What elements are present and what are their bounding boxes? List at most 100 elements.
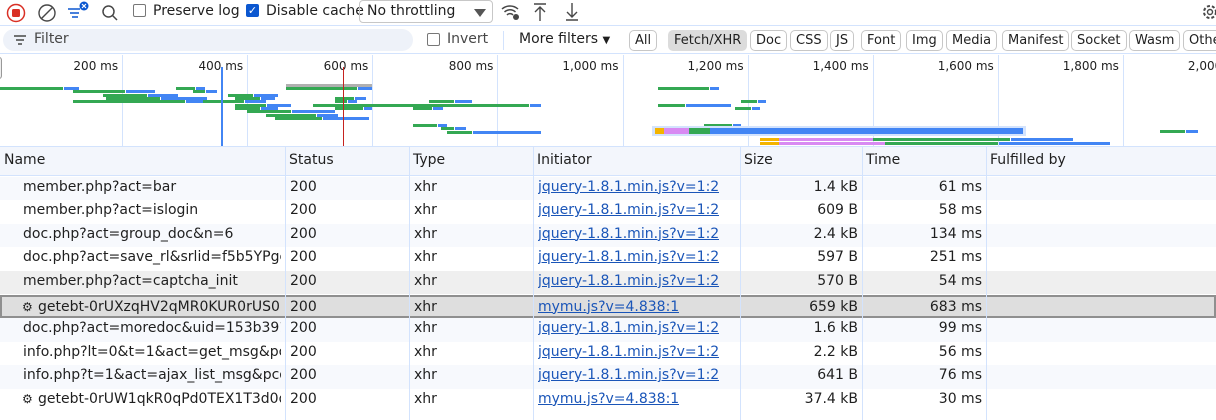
filter-clear-icon[interactable] [66, 1, 90, 23]
request-bar-waiting [73, 90, 126, 94]
request-row[interactable]: member.php?act=islogin 200 xhr jquery-1.8.1… [0, 200, 1216, 224]
request-time: 251 ms [929, 249, 982, 266]
column-divider[interactable] [409, 146, 410, 420]
domcontentloaded-marker [220, 67, 223, 146]
request-bar-waiting [192, 90, 206, 94]
request-time: 99 ms [938, 320, 982, 337]
request-bar-waiting [73, 100, 185, 104]
grid-line [1122, 55, 1124, 146]
invert-label: Invert [447, 31, 489, 47]
filter-chip-fetchxhr[interactable]: Fetch/XHR [668, 30, 748, 51]
import-har-icon[interactable] [530, 1, 550, 23]
preserve-log-checkbox[interactable] [133, 4, 146, 17]
column-divider[interactable] [740, 146, 741, 420]
initiator-link[interactable]: mymu.js?v=4.838:1 [538, 390, 680, 407]
invert-checkbox[interactable] [427, 33, 440, 46]
initiator-link[interactable]: jquery-1.8.1.min.js?v=1:2 [538, 320, 720, 337]
disable-cache-checkbox[interactable]: ✓ [246, 4, 259, 17]
column-header-status[interactable]: Status [289, 152, 334, 168]
request-bar-download [686, 103, 732, 107]
request-row[interactable]: ⚙ getebt-0rUXzqHV2qMR0KUR0rUS0... 200 xhr my… [0, 294, 1216, 319]
request-name: doc.php?act=save_rl&srlid=f5b5YPge... [23, 249, 281, 266]
initiator-link[interactable]: jquery-1.8.1.min.js?v=1:2 [538, 225, 720, 242]
filter-chip-all[interactable]: All [629, 30, 658, 51]
request-size: 1.6 kB [813, 320, 858, 337]
request-status: 200 [290, 367, 317, 384]
export-har-icon[interactable] [562, 1, 582, 23]
column-header-size[interactable]: Size [744, 152, 773, 168]
filter-chip-socket[interactable]: Socket [1071, 30, 1127, 51]
column-header-type[interactable]: Type [413, 152, 446, 168]
request-bar-download [751, 107, 761, 111]
selected-request-bar-phase [664, 128, 690, 134]
request-row[interactable]: info.php?t=1&act=ajax_list_msg&pco... 200… [0, 365, 1216, 389]
request-bar-download [348, 100, 357, 104]
filter-chip-css[interactable]: CSS [790, 30, 828, 51]
request-bar-download [432, 107, 443, 111]
request-row[interactable]: info.php?lt=0&t=1&act=get_msg&pc... 200 xh… [0, 342, 1216, 366]
request-row[interactable]: doc.php?act=save_rl&srlid=f5b5YPge... 200… [0, 247, 1216, 271]
request-row[interactable]: doc.php?act=group_doc&n=6 200 xhr jquery-1.… [0, 223, 1216, 248]
initiator-link[interactable]: jquery-1.8.1.min.js?v=1:2 [538, 343, 720, 360]
network-conditions-icon[interactable] [500, 1, 522, 23]
request-name: member.php?act=bar [23, 178, 177, 195]
time-tick-label: 1,200 ms [687, 59, 744, 73]
request-bar-waiting [234, 103, 266, 107]
filter-chip-js[interactable]: JS [830, 30, 855, 51]
request-bar-waiting [106, 97, 160, 101]
column-header-initiator[interactable]: Initiator [537, 152, 592, 168]
initiator-link[interactable]: jquery-1.8.1.min.js?v=1:2 [538, 367, 720, 384]
request-bar-download [454, 127, 467, 131]
initiator-link[interactable]: jquery-1.8.1.min.js?v=1:2 [538, 178, 720, 195]
filter-chip-wasm[interactable]: Wasm [1129, 30, 1181, 51]
filter-chip-img[interactable]: Img [906, 30, 943, 51]
request-row[interactable]: member.php?act=bar 200 xhr jquery-1.8.1.min… [0, 176, 1216, 201]
stop-recording-icon[interactable] [5, 2, 27, 24]
column-divider[interactable] [533, 146, 534, 420]
request-row[interactable]: ⚙ getebt-0rUW1qkR0qPd0TEX1T3d0q... 200 xhr m… [0, 389, 1216, 413]
request-row[interactable]: member.php?act=captcha_init 200 xhr jquery-… [0, 270, 1216, 295]
initiator-link[interactable]: jquery-1.8.1.min.js?v=1:2 [538, 272, 720, 289]
request-bar-waiting [203, 100, 245, 104]
request-status: 200 [290, 343, 317, 360]
timeline-overview[interactable]: 200 ms 400 ms 600 ms 800 ms 1,000 ms 1,200 ms… [0, 55, 1216, 146]
column-divider[interactable] [986, 146, 987, 420]
clear-icon[interactable] [36, 2, 58, 24]
settings-gear-icon[interactable] [1200, 1, 1216, 23]
column-divider[interactable] [862, 146, 863, 420]
request-bar-waiting [657, 87, 710, 90]
more-filters-button[interactable]: More filters ▼ [519, 31, 610, 47]
throttling-select[interactable]: No throttling [359, 0, 493, 23]
column-header-time[interactable]: Time [866, 152, 901, 168]
initiator-link[interactable]: mymu.js?v=4.838:1 [538, 298, 680, 315]
filter-chip-doc[interactable]: Doc [750, 30, 788, 51]
request-status: 200 [290, 298, 317, 315]
request-bar-download [266, 103, 291, 107]
column-header-fulfilled-by[interactable]: Fulfilled by [990, 152, 1066, 168]
search-icon[interactable] [99, 2, 121, 24]
request-row[interactable]: doc.php?act=moredoc&uid=153b391... 200 xhr… [0, 318, 1216, 342]
load-marker [342, 67, 344, 146]
filter-icon [13, 33, 27, 47]
initiator-link[interactable]: jquery-1.8.1.min.js?v=1:2 [538, 202, 720, 219]
initiator-link[interactable]: jquery-1.8.1.min.js?v=1:2 [538, 249, 720, 266]
request-name: getebt-0rUXzqHV2qMR0KUR0rUS0... [38, 298, 281, 315]
overview-drag-handle[interactable] [0, 57, 2, 79]
time-tick-label: 600 ms [323, 59, 369, 73]
filter-chip-other[interactable]: Other [1183, 30, 1216, 51]
request-name: info.php?t=1&act=ajax_list_msg&pco... [23, 367, 281, 384]
time-tick-label: 200 ms [73, 59, 119, 73]
request-status: 200 [290, 272, 317, 289]
time-tick-label: 1,400 ms [812, 59, 869, 73]
filter-chip-font[interactable]: Font [861, 30, 902, 51]
filter-input[interactable]: Filter [3, 29, 413, 51]
column-divider[interactable] [285, 146, 286, 420]
request-bar-queue [285, 84, 373, 87]
selected-request-bar-phase [710, 128, 1023, 134]
request-bar-download [473, 130, 542, 134]
column-header-name[interactable]: Name [4, 152, 46, 168]
request-bar-download [63, 87, 79, 90]
request-bar-download [1011, 138, 1073, 141]
filter-chip-media[interactable]: Media [946, 30, 998, 51]
filter-chip-manifest[interactable]: Manifest [1002, 30, 1070, 51]
